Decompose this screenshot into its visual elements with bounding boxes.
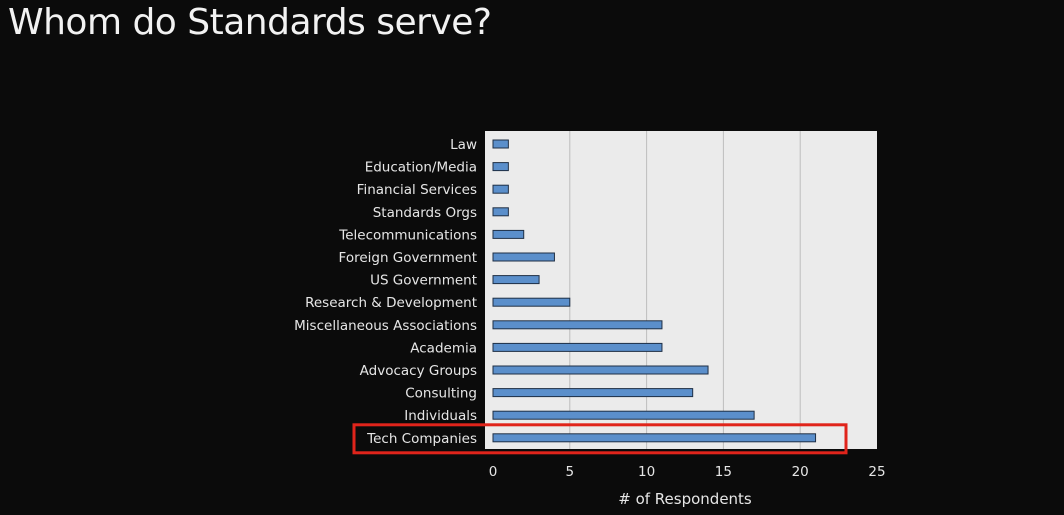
- category-label: Telecommunications: [338, 227, 477, 243]
- plot-area: [485, 131, 877, 449]
- x-tick-labels: 0 5 10 15 20 25: [489, 464, 886, 480]
- x-tick-label: 20: [792, 464, 809, 480]
- bar: [492, 162, 509, 172]
- bar: [492, 320, 663, 330]
- bar: [492, 410, 755, 420]
- bar: [492, 184, 509, 194]
- bar: [492, 275, 540, 285]
- category-label: Standards Orgs: [373, 205, 477, 221]
- x-axis-title: # of Respondents: [618, 490, 752, 508]
- bar: [492, 388, 694, 398]
- bar: [492, 229, 525, 239]
- bars: [492, 139, 817, 443]
- x-tick-label: 0: [489, 464, 498, 480]
- bar: [492, 342, 663, 352]
- category-label: Individuals: [404, 408, 477, 424]
- x-tick-label: 5: [566, 464, 575, 480]
- category-label: Miscellaneous Associations: [294, 318, 477, 334]
- category-label: Advocacy Groups: [360, 363, 477, 379]
- category-label: Research & Development: [305, 295, 477, 311]
- category-label: Tech Companies: [366, 431, 477, 447]
- slide-title: Whom do Standards serve?: [8, 2, 492, 43]
- category-label: Consulting: [405, 386, 477, 402]
- bar: [492, 139, 509, 149]
- category-label: Financial Services: [357, 182, 477, 198]
- category-label: Academia: [410, 340, 477, 356]
- category-label: Law: [450, 137, 477, 153]
- category-label: Education/Media: [365, 160, 477, 176]
- bar: [492, 252, 555, 262]
- bar: [492, 207, 509, 217]
- bar: [492, 297, 571, 307]
- bar: [492, 365, 709, 375]
- highlight-box: [352, 423, 848, 455]
- category-label: Foreign Government: [339, 250, 477, 266]
- bar: [492, 433, 817, 443]
- x-tick-label: 25: [868, 464, 885, 480]
- x-tick-label: 15: [715, 464, 732, 480]
- category-label: US Government: [370, 273, 477, 289]
- x-tick-label: 10: [638, 464, 655, 480]
- category-labels: Law Education/Media Financial Services Stan…: [294, 137, 477, 447]
